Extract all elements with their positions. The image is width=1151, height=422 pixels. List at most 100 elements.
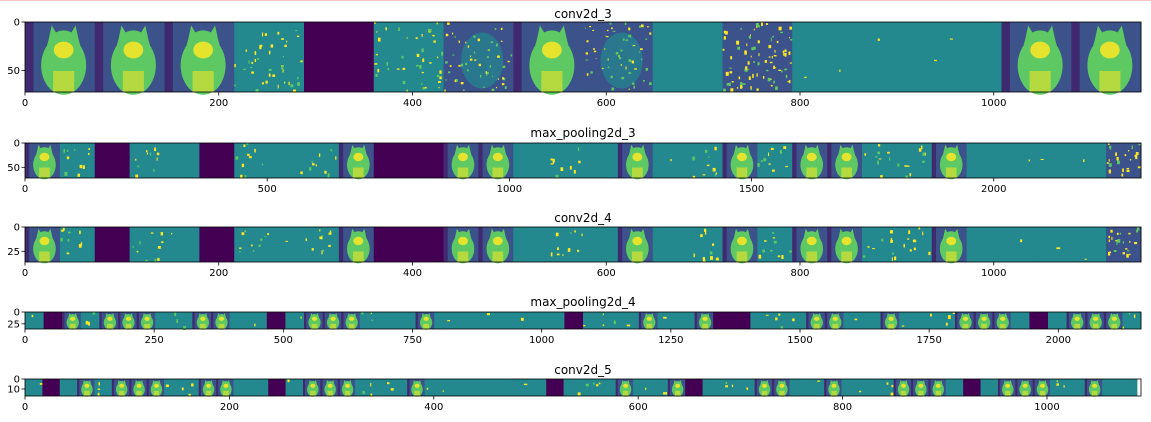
top-border	[0, 0, 1151, 1]
x-tick-label: 1750	[916, 335, 941, 346]
panel-max_pooling2d_4: max_pooling2d_40 250 500 750 1000 1250 1500 175…	[7, 295, 1142, 346]
feature-map-tile	[164, 143, 200, 178]
axes-frame	[24, 21, 1142, 93]
x-tick-label: 600	[629, 402, 648, 413]
feature-map-tile	[824, 379, 843, 397]
feature-map-tile	[478, 143, 514, 180]
feature-map-tile	[931, 143, 968, 180]
feature-map-tile	[1048, 312, 1068, 329]
feature-map-tile	[896, 143, 933, 179]
axes-frame	[24, 142, 1142, 179]
feature-map-tile	[620, 312, 640, 329]
feature-map-tile	[722, 227, 758, 264]
x-tick-label: 1000	[529, 335, 554, 346]
feature-map-tile	[229, 312, 249, 329]
x-tick-label: 500	[274, 335, 293, 346]
x-tick-label: 200	[209, 98, 228, 109]
feature-map-tile	[424, 379, 443, 396]
feature-map-tile	[25, 22, 96, 95]
feature-map-tile	[966, 227, 1002, 262]
feature-map-tile	[757, 143, 793, 178]
feature-map-tile	[546, 379, 565, 396]
feature-map-tile	[1029, 312, 1049, 329]
y-tick-label: 25	[7, 247, 20, 258]
axes-frame	[24, 378, 1142, 397]
x-tick-label: 800	[790, 98, 809, 109]
feature-map-tile	[302, 379, 321, 397]
y-tick-label: 0	[14, 308, 20, 319]
feature-map-tile	[896, 227, 933, 262]
feature-map-tile	[843, 312, 863, 329]
feature-map-tile	[936, 312, 956, 329]
feature-map-tile	[25, 312, 45, 329]
feature-map-tile	[792, 227, 828, 264]
feature-map-tile	[719, 379, 738, 396]
feature-map-tile	[199, 143, 235, 178]
feature-map-tile	[862, 22, 933, 92]
feature-map-tile	[513, 227, 549, 262]
feature-map-tile	[633, 379, 651, 396]
feature-map-tile	[80, 312, 100, 329]
feature-map-tile	[702, 379, 721, 396]
feature-map-tile	[638, 312, 658, 330]
x-tick-label: 800	[833, 402, 852, 413]
feature-map-tile	[792, 143, 828, 180]
feature-map-tile	[899, 312, 919, 329]
feature-map-tile	[234, 227, 270, 262]
feature-map-tile	[118, 312, 138, 330]
feature-map-tile	[163, 379, 182, 396]
feature-map-tile	[527, 312, 547, 329]
feature-map-tile	[787, 312, 807, 329]
feature-map-tile	[146, 379, 165, 397]
feature-map-tile	[955, 312, 975, 330]
feature-map-tile	[269, 143, 305, 178]
x-tick-label: 1250	[658, 335, 683, 346]
y-tick-label: 10	[7, 385, 20, 396]
feature-map-tile	[304, 312, 324, 330]
x-tick-label: 800	[790, 268, 809, 279]
x-tick-label: 200	[220, 402, 239, 413]
feature-map-tile	[408, 227, 444, 262]
feature-map-tile	[266, 312, 286, 329]
feature-map-tile	[862, 312, 882, 329]
x-tick-label: 0	[22, 268, 28, 279]
feature-map-tile	[1106, 227, 1142, 262]
feature-map-tile	[192, 312, 212, 330]
feature-map-tile	[1071, 227, 1107, 262]
feature-map-tile	[408, 143, 444, 178]
feature-map-tile	[373, 227, 410, 262]
x-tick-label: 2000	[981, 184, 1006, 195]
feature-map-tile	[129, 379, 148, 397]
feature-map-tile	[129, 227, 165, 263]
feature-map-tile	[966, 143, 1002, 178]
feature-map-tile	[676, 312, 696, 329]
feature-map-tile	[750, 312, 770, 329]
feature-map-tile	[269, 227, 305, 262]
feature-map-tile	[322, 312, 342, 330]
feature-map-tile	[62, 312, 82, 330]
x-tick-label: 1500	[787, 335, 812, 346]
feature-map-tile	[234, 143, 270, 179]
axes-frame	[24, 311, 1142, 330]
feature-map-tile	[338, 143, 375, 180]
feature-map-tile	[478, 227, 514, 264]
feature-map-tile	[216, 379, 234, 397]
panel-conv2d_3: conv2d_3 0 200 400 600 800 1000 0 50	[7, 7, 1142, 109]
y-tick-label: 0	[14, 18, 20, 29]
feature-map-tile	[1071, 22, 1142, 95]
feature-map-tile	[59, 143, 96, 178]
feature-map-tile	[687, 227, 723, 263]
feature-map-tile	[452, 312, 472, 329]
feature-map-tile	[862, 227, 898, 262]
feature-map-tile	[441, 379, 460, 396]
feature-map-tile	[285, 379, 304, 396]
feature-map-tile	[997, 379, 1016, 397]
feature-map-tile	[234, 22, 305, 93]
feature-map-tile	[25, 227, 61, 264]
feature-map-tile	[615, 379, 634, 397]
feature-map-tile	[99, 312, 119, 330]
feature-map-tile	[601, 312, 621, 329]
x-tick-label: 1000	[1034, 402, 1059, 413]
feature-map-tile	[722, 22, 793, 93]
